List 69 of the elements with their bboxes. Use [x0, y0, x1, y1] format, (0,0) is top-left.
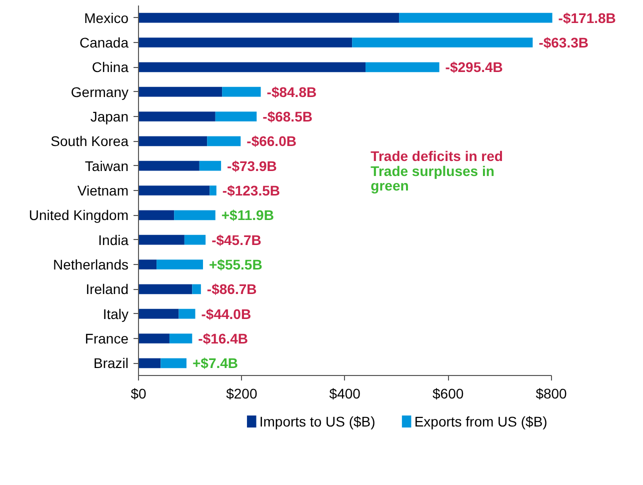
bar	[169, 334, 192, 344]
bar	[199, 160, 222, 171]
bar	[366, 62, 440, 72]
bar	[138, 38, 352, 48]
bar	[138, 260, 157, 270]
annotation: Trade deficits in red	[370, 148, 503, 164]
bar	[160, 358, 186, 368]
annotation: +$11.9B	[221, 207, 274, 224]
bar	[156, 260, 203, 270]
y-tick-label: United Kingdom	[28, 207, 129, 224]
annotation: -$16.4B	[198, 330, 248, 346]
y-tick-label: France	[84, 330, 129, 346]
y-tick-label: Germany	[70, 84, 129, 100]
y-tick-label: Netherlands	[53, 256, 129, 272]
legend-label: Exports from US ($B)	[414, 414, 548, 430]
annotation: +$7.4B	[192, 355, 238, 372]
y-tick-label: Vietnam	[77, 182, 129, 198]
y-tick-label: Japan	[90, 108, 129, 124]
annotation: -$73.9B	[227, 158, 277, 174]
annotation: -$295.4B	[445, 59, 503, 76]
x-tick-label: $800	[536, 386, 568, 402]
annotation: -$68.5B	[262, 108, 312, 124]
bar	[222, 86, 261, 97]
y-tick-label: India	[98, 232, 129, 248]
annotation: +$55.5B	[208, 256, 262, 272]
bar	[138, 234, 184, 245]
y-tick-label: South Korea	[50, 133, 129, 150]
annotation: -$45.7B	[212, 232, 262, 248]
bar	[207, 136, 241, 146]
annotation: -$66.0B	[246, 133, 296, 150]
bar	[138, 358, 161, 368]
y-tick-label: Mexico	[84, 10, 129, 26]
bar	[138, 186, 210, 196]
y-tick-label: China	[92, 59, 129, 76]
bar	[138, 136, 208, 146]
x-tick-label: $400	[329, 386, 361, 402]
bar	[352, 38, 533, 48]
annotation: -$171.8B	[558, 10, 616, 26]
y-tick-label: Canada	[79, 34, 129, 50]
annotation: -$44.0B	[201, 306, 252, 322]
y-tick-label: Taiwan	[84, 158, 129, 174]
y-tick-label: Brazil	[93, 355, 129, 372]
bar	[138, 112, 216, 122]
bar	[138, 308, 179, 319]
y-tick-label: Ireland	[86, 281, 129, 298]
legend-label: Imports to US ($B)	[259, 414, 376, 430]
bar	[138, 62, 366, 72]
bar	[178, 308, 196, 319]
x-tick-label: $0	[130, 386, 146, 402]
annotation: -$63.3B	[538, 34, 589, 50]
y-tick-label: Italy	[102, 306, 129, 322]
annotation: -$86.7B	[206, 281, 257, 298]
bar	[138, 334, 170, 344]
bar	[399, 12, 552, 23]
bar	[215, 112, 257, 122]
x-tick-label: $200	[226, 386, 258, 402]
bar	[138, 160, 200, 171]
x-tick-label: $600	[432, 386, 464, 402]
bar	[138, 284, 192, 294]
annotation: Trade surpluses in green	[370, 162, 494, 194]
bar	[210, 186, 216, 196]
bar	[138, 86, 222, 97]
bar	[138, 12, 400, 23]
annotation: -$123.5B	[222, 182, 280, 198]
annotation: -$84.8B	[266, 84, 317, 100]
bar	[138, 210, 174, 220]
bar	[184, 234, 206, 245]
bar	[174, 210, 216, 220]
bar	[192, 284, 201, 294]
